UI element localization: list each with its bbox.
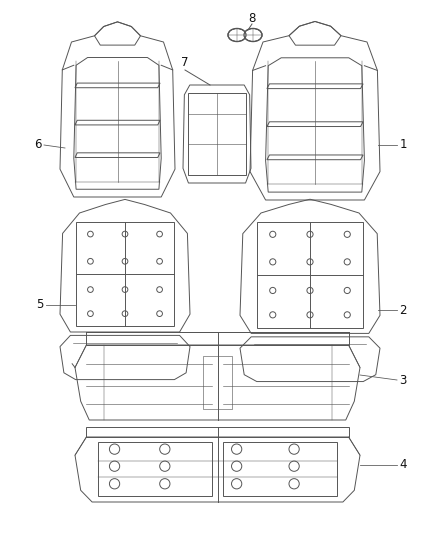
Text: 3: 3 [399, 374, 407, 386]
Text: 8: 8 [248, 12, 256, 25]
Ellipse shape [245, 29, 261, 41]
Text: 5: 5 [36, 298, 44, 311]
Text: 4: 4 [399, 458, 407, 472]
Text: 7: 7 [181, 55, 189, 69]
Text: 1: 1 [399, 139, 407, 151]
Ellipse shape [229, 29, 245, 41]
Text: 2: 2 [399, 303, 407, 317]
Text: 6: 6 [34, 139, 42, 151]
